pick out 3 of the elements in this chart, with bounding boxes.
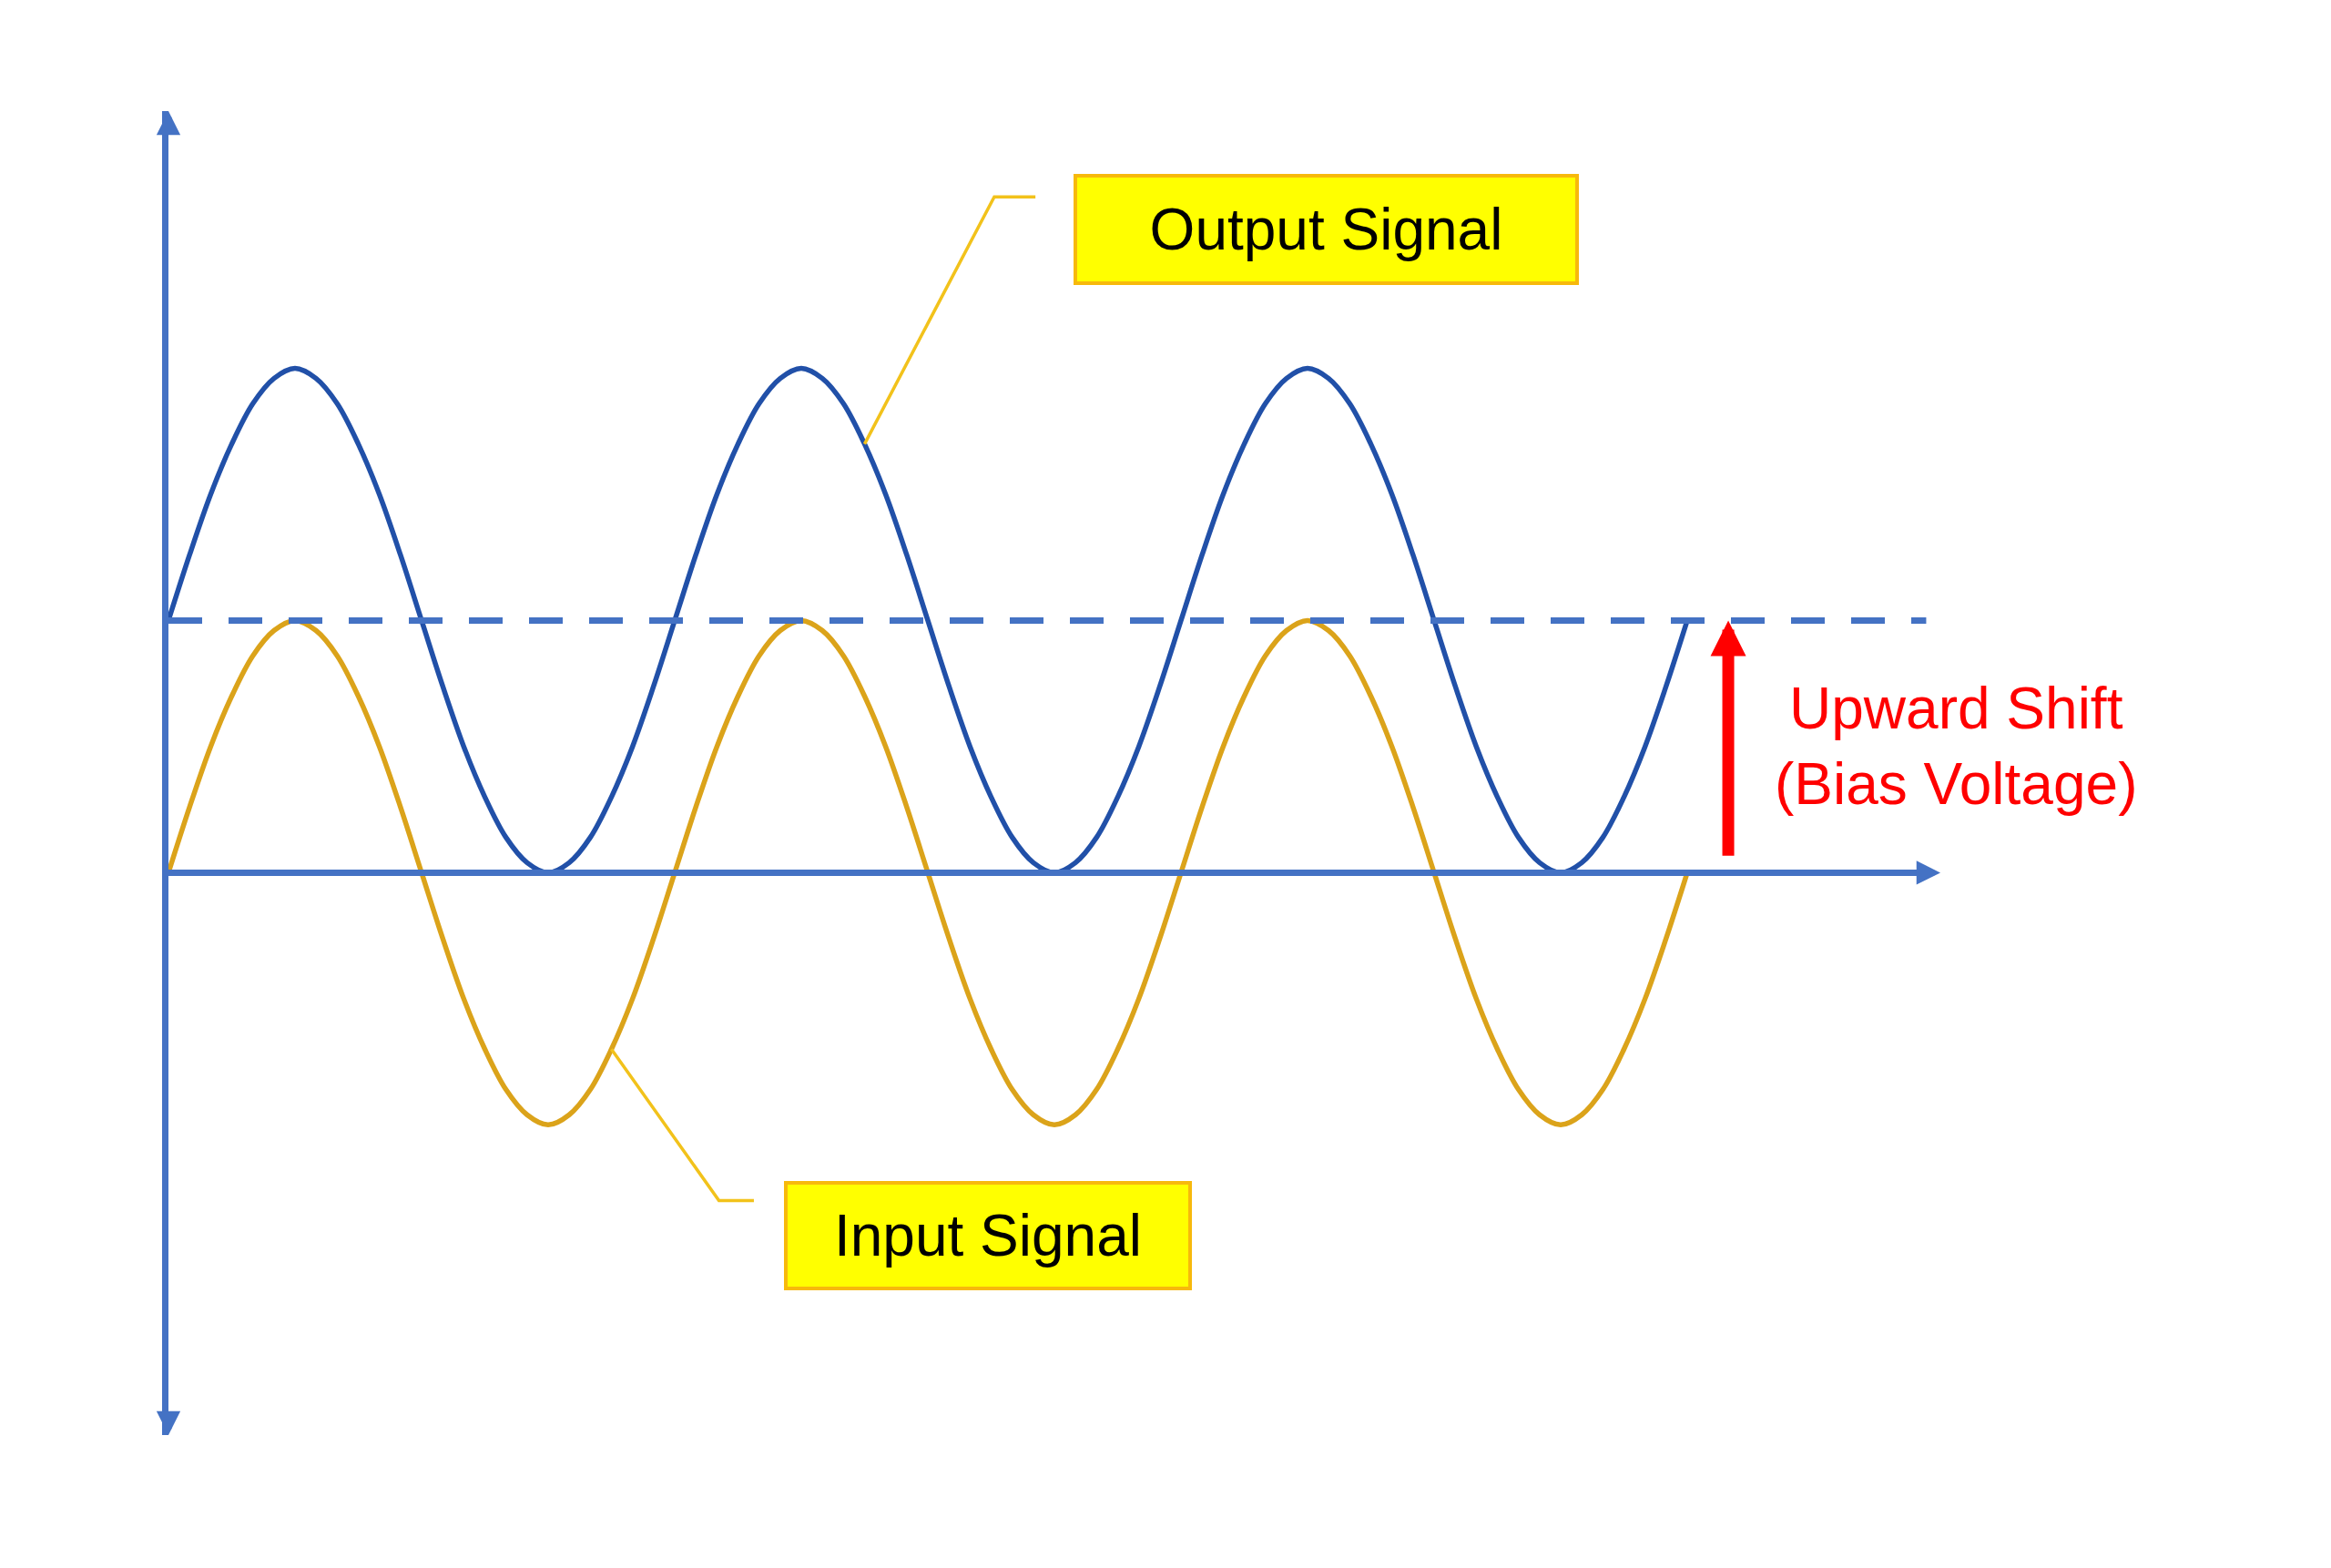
series-label: Output Signal <box>1149 197 1503 262</box>
ref-line-label: Upward Shift (Bias Voltage) <box>1775 676 2138 818</box>
series-label: Input Signal <box>834 1203 1142 1268</box>
